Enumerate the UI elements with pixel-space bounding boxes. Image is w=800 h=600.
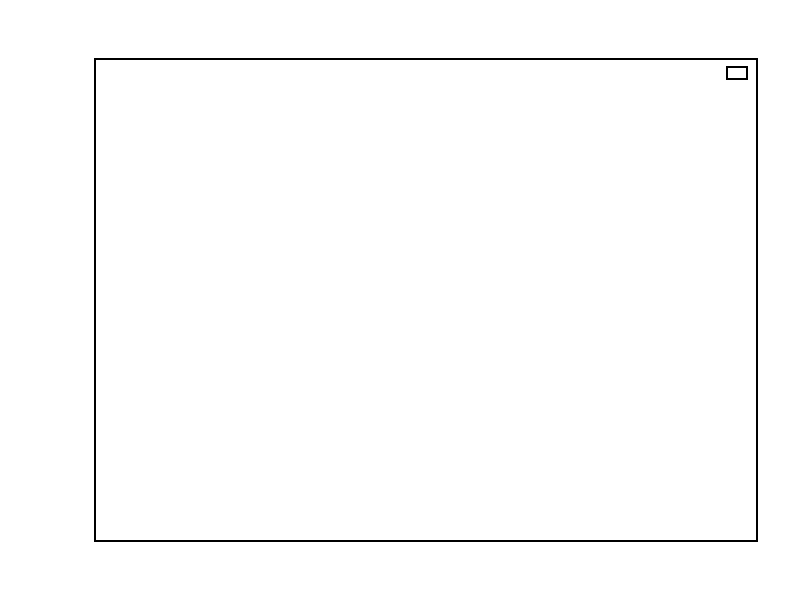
legend — [726, 66, 748, 80]
plot-area — [94, 58, 758, 542]
plot-frame — [94, 58, 758, 542]
